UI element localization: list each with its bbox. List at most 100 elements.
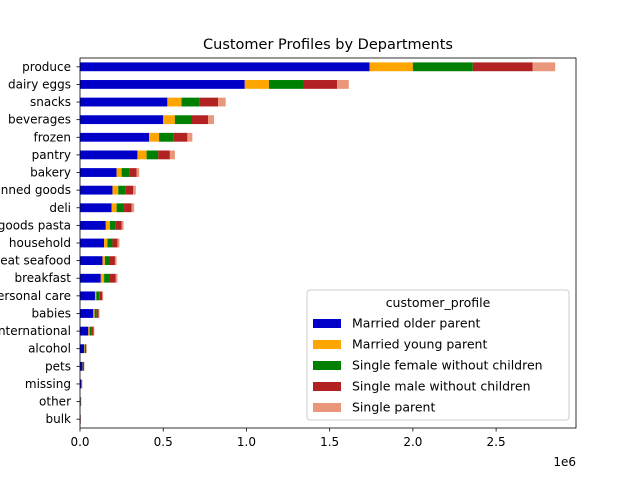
legend-label: Single parent xyxy=(352,400,435,415)
x-axis-ticks: 0.0 0.5 1.0 1.5 2.0 2.5 xyxy=(70,428,506,449)
bar-segment xyxy=(94,309,97,318)
bar-segment xyxy=(115,220,122,230)
bar-segment xyxy=(532,62,556,72)
bar-segment xyxy=(187,132,193,142)
bar-segment xyxy=(80,256,103,266)
y-tick-label: household xyxy=(9,236,71,250)
bar-segment xyxy=(96,309,99,318)
bar-segment xyxy=(80,168,117,177)
bar-segment xyxy=(303,80,338,89)
bar-segment xyxy=(268,80,304,89)
x-offset-label: 1e6 xyxy=(553,455,576,469)
bar-segment xyxy=(218,97,226,107)
y-tick-label: breakfast xyxy=(14,271,71,285)
bar-segment xyxy=(100,273,105,283)
bar-segment xyxy=(116,168,122,177)
axes-spines xyxy=(79,57,577,429)
bar-segment xyxy=(131,203,135,213)
bar-segment xyxy=(83,361,85,371)
x-tick-label: 0.5 xyxy=(154,435,173,449)
bar-segment xyxy=(102,256,105,266)
bar-segment xyxy=(94,291,97,301)
bar-segment xyxy=(125,185,134,195)
bar-segment xyxy=(159,132,174,142)
bar-segment xyxy=(80,238,105,248)
y-tick-label: dairy eggs xyxy=(8,77,71,91)
y-tick-label: bakery xyxy=(30,166,71,180)
bar-segment xyxy=(118,185,126,195)
legend-swatch xyxy=(313,382,341,391)
legend-label: Married older parent xyxy=(352,316,481,331)
bar-segment xyxy=(208,115,214,125)
bar-segment xyxy=(121,168,130,177)
bar-segment xyxy=(93,326,95,336)
bar-segment xyxy=(91,326,94,336)
bar-segment xyxy=(124,203,132,213)
y-tick-label: frozen xyxy=(33,130,71,144)
bar-segment xyxy=(82,361,84,371)
bar-segment xyxy=(80,97,168,107)
bar-segment xyxy=(80,80,245,89)
bar-segment xyxy=(472,62,533,72)
bar-segment xyxy=(133,185,136,195)
bar-segment xyxy=(167,97,182,107)
y-tick-label: pets xyxy=(45,359,71,373)
bar-segment xyxy=(111,203,117,213)
bar-segment xyxy=(80,344,85,354)
bar-segment xyxy=(104,238,108,248)
y-tick-label: international xyxy=(0,324,71,338)
y-tick-label: snacks xyxy=(30,95,71,109)
bar-segment xyxy=(105,220,110,230)
bar-segment xyxy=(99,291,103,301)
bar-segment xyxy=(117,238,120,248)
bar-segment xyxy=(199,97,219,107)
legend-swatch xyxy=(313,403,341,412)
bar-segment xyxy=(80,150,138,160)
bar-segment xyxy=(191,115,209,125)
bar-segment xyxy=(137,150,147,160)
bar-segment xyxy=(158,150,170,160)
bar-segment xyxy=(169,150,175,160)
bar-segment xyxy=(88,326,90,336)
bar-segment xyxy=(85,344,87,354)
bar-segment xyxy=(80,132,150,142)
y-tick-label: pantry xyxy=(32,148,71,162)
x-tick-label: 1.0 xyxy=(237,435,256,449)
y-tick-label: babies xyxy=(31,306,71,320)
bar-segment xyxy=(109,256,115,266)
bar-segment xyxy=(114,256,117,266)
bar-segment xyxy=(80,309,94,318)
bar-segment xyxy=(174,115,192,125)
y-tick-label: personal care xyxy=(0,289,71,303)
bar-segment xyxy=(173,132,188,142)
y-tick-label: produce xyxy=(22,60,71,74)
bar-segment xyxy=(104,273,110,283)
y-tick-label: dry goods pasta xyxy=(0,218,71,232)
bar-segment xyxy=(80,379,82,389)
bar-segment xyxy=(93,309,95,318)
bar-segment xyxy=(102,291,104,301)
y-tick-label: canned goods xyxy=(0,183,71,197)
bar-segment xyxy=(80,361,83,371)
y-tick-label: bulk xyxy=(45,412,71,426)
y-tick-label: beverages xyxy=(8,113,71,127)
bar-segment xyxy=(412,62,473,72)
bar-segment xyxy=(129,168,137,177)
x-tick-label: 0.0 xyxy=(70,435,89,449)
y-tick-label: deli xyxy=(49,201,71,215)
bar-segment xyxy=(115,273,118,283)
bar-segment xyxy=(244,80,269,89)
bar-segment xyxy=(116,203,125,213)
bar-segment xyxy=(80,220,106,230)
bar-segment xyxy=(84,344,86,354)
bar-segment xyxy=(98,309,100,318)
y-axis-ticks: produce dairy eggs snacks beverages frozen pa… xyxy=(0,60,80,426)
bar-segment xyxy=(96,291,100,301)
legend-swatch xyxy=(313,361,341,370)
bar-segment xyxy=(109,220,116,230)
legend-label: Married young parent xyxy=(352,337,487,352)
legend-frame xyxy=(306,289,570,421)
bar-segment xyxy=(80,203,112,213)
bar-segment xyxy=(80,326,89,336)
